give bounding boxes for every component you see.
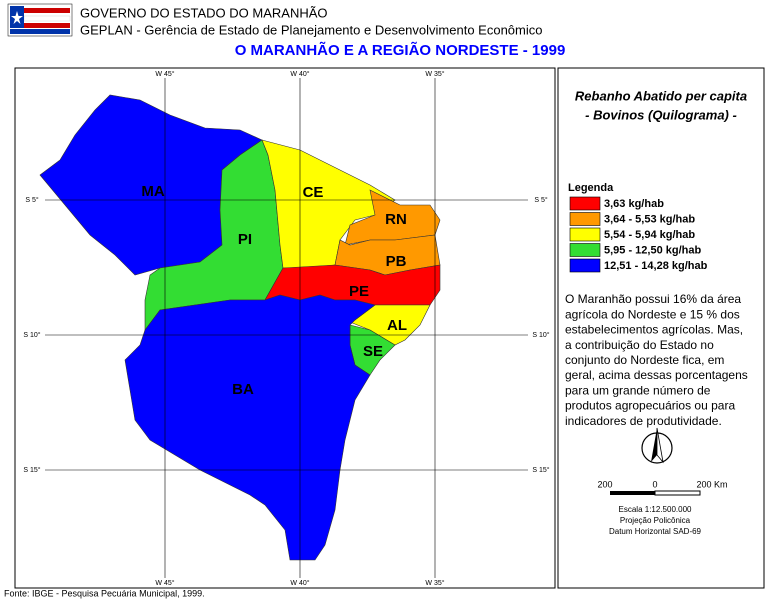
state-label: SE [363, 343, 383, 360]
state-label: PE [349, 283, 369, 300]
lat-label: S 15° [532, 466, 549, 474]
state [124, 294, 376, 561]
lat-label: S 15° [23, 466, 40, 474]
lat-label: S 5° [534, 196, 548, 204]
scale-text: Projeção Policônica [620, 516, 691, 525]
panel-content: Rebanho Abatido per capita - Bovinos (Qui… [565, 88, 748, 536]
note-line: geral, acima dessas porcentagens [565, 368, 748, 382]
legend-swatch [569, 258, 601, 273]
state-label: RN [385, 211, 407, 228]
scale-label: 200 [597, 479, 612, 489]
state-label: AL [387, 317, 407, 334]
lon-label: W 45° [155, 70, 174, 78]
legend-label: 3,63 kg/hab [604, 198, 664, 210]
lat-label: S 5° [25, 196, 39, 204]
note-line: estabelecimentos agrícolas. Mas, [565, 323, 743, 337]
source-note: Fonte: IBGE - Pesquisa Pecuária Municipa… [4, 588, 205, 598]
legend-label: 5,54 - 5,94 kg/hab [604, 229, 695, 241]
lat-label: S 10° [532, 331, 549, 339]
graticule: W 45° W 45° W 40° W 40° W 35° W 35° S 5° S 5° S … [23, 70, 549, 587]
lat-label: S 10° [23, 331, 40, 339]
lon-label: W 40° [290, 579, 309, 587]
legend-label: 3,64 - 5,53 kg/hab [604, 213, 695, 225]
dept-name: GEPLAN - Gerência de Estado de Planejame… [80, 22, 542, 37]
state-label: CE [303, 184, 324, 201]
legend-label: 5,95 - 12,50 kg/hab [604, 244, 701, 256]
scale-label: 0 [652, 479, 657, 489]
note-line: indicadores de produtividade. [565, 414, 722, 428]
lon-label: W 35° [425, 70, 444, 78]
logo [7, 3, 73, 37]
panel-title: - Bovinos (Quilograma) - [585, 107, 737, 122]
note-line: produtos agropecuários ou para [565, 399, 735, 413]
legend-swatch [569, 196, 601, 211]
scale-text: Datum Horizontal SAD-69 [609, 527, 702, 536]
note-line: O Maranhão possui 16% da área [565, 292, 741, 306]
north-arrow [641, 427, 673, 464]
scale-bar [610, 490, 701, 496]
note-line: para um grande número de [565, 383, 711, 397]
state-label: MA [141, 183, 164, 200]
lon-label: W 45° [155, 579, 174, 587]
org-name: GOVERNO DO ESTADO DO MARANHÃO [80, 5, 328, 20]
state-label: BA [232, 381, 254, 398]
note-line: conjunto do Nordeste fica, em [565, 353, 724, 367]
state-label: PI [238, 231, 252, 248]
legend-panel [557, 67, 765, 589]
legend-title: Legenda [568, 182, 614, 194]
scale-label: 200 Km [696, 479, 727, 489]
legend-swatch [569, 212, 601, 226]
legend-swatch [569, 227, 601, 242]
page-title: O MARANHÃO E A REGIÃO NORDESTE - 1999 [235, 41, 566, 59]
panel-title: Rebanho Abatido per capita [575, 88, 747, 103]
state-label: PB [386, 253, 407, 270]
note-line: agrícola do Nordeste e 15 % dos [565, 307, 740, 321]
lon-label: W 35° [425, 579, 444, 587]
lon-label: W 40° [290, 70, 309, 78]
legend-label: 12,51 - 14,28 kg/hab [604, 260, 708, 272]
scale-text: Escala 1:12.500.000 [619, 505, 692, 514]
legend-swatch [569, 243, 601, 257]
note-line: a contribuição do Estado no [565, 338, 714, 352]
